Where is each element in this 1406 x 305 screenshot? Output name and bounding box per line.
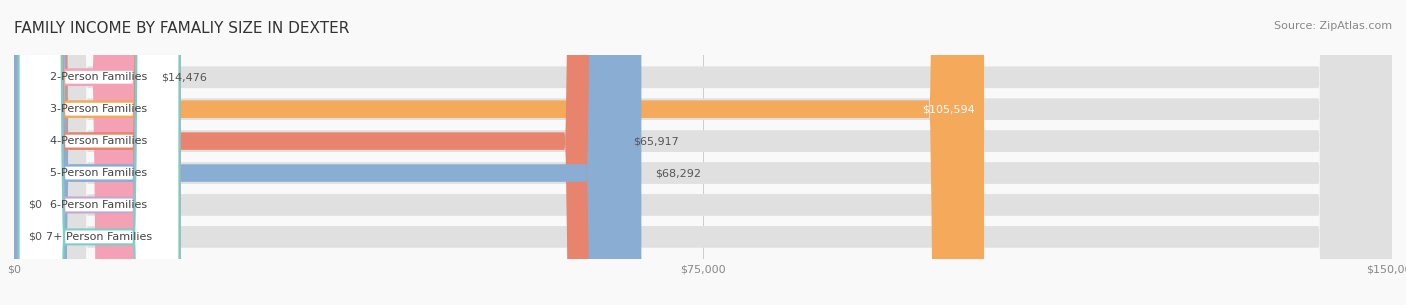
- FancyBboxPatch shape: [18, 0, 180, 305]
- Text: $65,917: $65,917: [633, 136, 679, 146]
- FancyBboxPatch shape: [14, 0, 641, 305]
- FancyBboxPatch shape: [14, 0, 1392, 305]
- Text: $0: $0: [28, 200, 42, 210]
- FancyBboxPatch shape: [18, 0, 180, 305]
- FancyBboxPatch shape: [18, 0, 180, 305]
- FancyBboxPatch shape: [14, 0, 1392, 305]
- FancyBboxPatch shape: [14, 0, 1392, 305]
- FancyBboxPatch shape: [14, 0, 1392, 305]
- FancyBboxPatch shape: [14, 0, 1392, 305]
- FancyBboxPatch shape: [18, 0, 180, 305]
- Text: 5-Person Families: 5-Person Families: [51, 168, 148, 178]
- FancyBboxPatch shape: [14, 0, 620, 305]
- Text: $105,594: $105,594: [922, 104, 974, 114]
- Text: FAMILY INCOME BY FAMALIY SIZE IN DEXTER: FAMILY INCOME BY FAMALIY SIZE IN DEXTER: [14, 21, 350, 36]
- Text: $68,292: $68,292: [655, 168, 702, 178]
- Text: 7+ Person Families: 7+ Person Families: [46, 232, 152, 242]
- Text: $0: $0: [28, 232, 42, 242]
- Text: 6-Person Families: 6-Person Families: [51, 200, 148, 210]
- Text: Source: ZipAtlas.com: Source: ZipAtlas.com: [1274, 21, 1392, 31]
- FancyBboxPatch shape: [14, 0, 984, 305]
- FancyBboxPatch shape: [18, 0, 180, 305]
- Text: 4-Person Families: 4-Person Families: [51, 136, 148, 146]
- Text: 3-Person Families: 3-Person Families: [51, 104, 148, 114]
- FancyBboxPatch shape: [18, 0, 180, 305]
- Text: 2-Person Families: 2-Person Families: [51, 72, 148, 82]
- FancyBboxPatch shape: [14, 0, 148, 305]
- FancyBboxPatch shape: [14, 0, 1392, 305]
- Text: $14,476: $14,476: [160, 72, 207, 82]
